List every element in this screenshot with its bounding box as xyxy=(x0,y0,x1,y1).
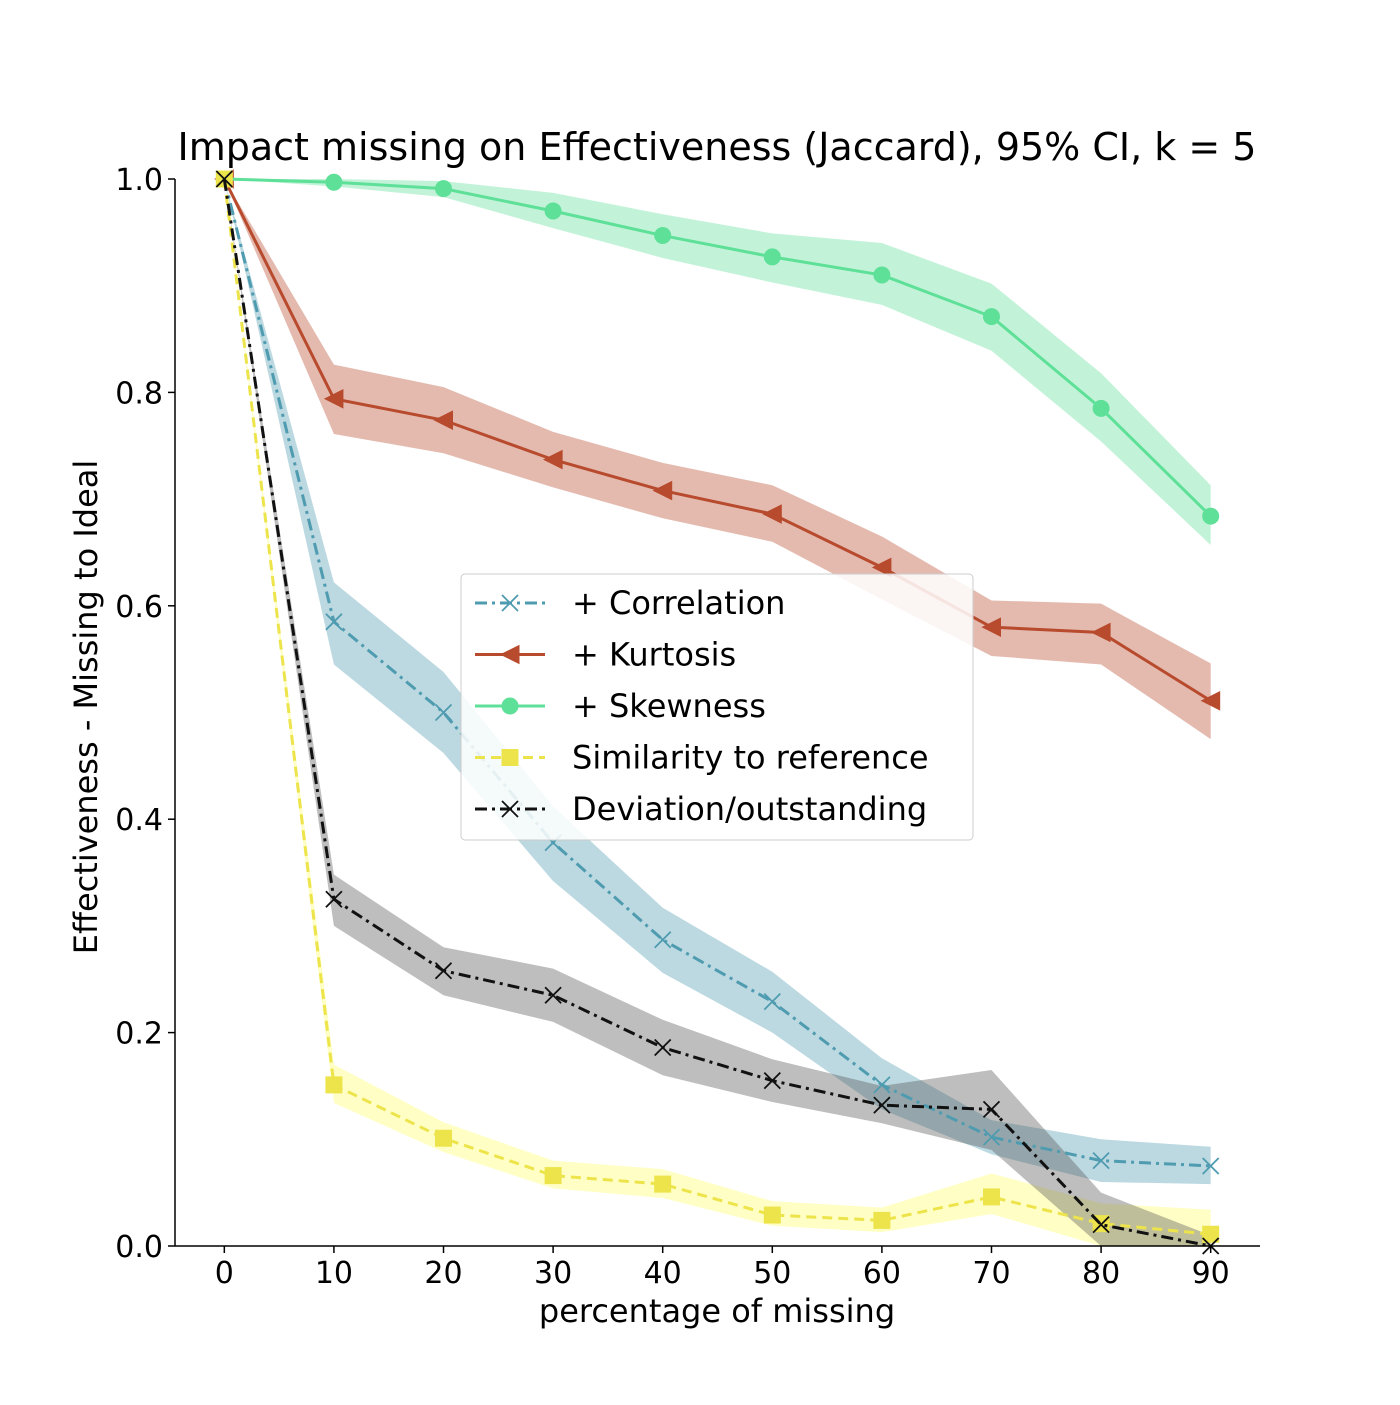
series-line-3 xyxy=(222,178,1211,1236)
data-point-2-9 xyxy=(1202,507,1220,525)
y-tick-label: 0.8 xyxy=(115,376,163,411)
data-point-0-4 xyxy=(654,931,672,949)
data-point-4-1 xyxy=(325,890,343,908)
legend-label: + Skewness xyxy=(572,687,766,725)
data-point-1-7 xyxy=(981,617,1001,637)
x-tick-label: 30 xyxy=(534,1256,572,1291)
data-point-2-5 xyxy=(763,248,781,266)
data-point-3-2 xyxy=(435,1129,453,1147)
data-point-0-9 xyxy=(1202,1157,1220,1175)
data-point-0-6 xyxy=(873,1076,891,1094)
data-point-1-9 xyxy=(1200,690,1221,711)
legend-label: + Kurtosis xyxy=(572,636,736,674)
data-point-1-5 xyxy=(762,504,782,524)
x-tick-label: 50 xyxy=(753,1256,791,1291)
data-point-2-7 xyxy=(982,308,1000,326)
series-line-2 xyxy=(224,177,1212,518)
series-line-0 xyxy=(222,178,1211,1168)
legend-marker-4 xyxy=(501,800,519,818)
data-point-0-5 xyxy=(763,993,781,1011)
data-point-4-2 xyxy=(434,962,453,980)
data-point-4-3 xyxy=(544,986,562,1004)
y-tick-label: 0.6 xyxy=(115,590,163,625)
legend-label: + Correlation xyxy=(572,584,785,622)
data-point-3-6 xyxy=(873,1211,891,1229)
legend-marker-1 xyxy=(499,644,520,665)
data-point-3-9 xyxy=(1202,1225,1220,1243)
legend-box xyxy=(460,573,974,841)
data-point-1-4 xyxy=(652,480,673,501)
x-tick-label: 10 xyxy=(315,1256,353,1291)
data-point-3-1 xyxy=(325,1076,343,1094)
data-point-1-1 xyxy=(323,388,344,409)
x-tick-label: 60 xyxy=(863,1256,901,1291)
data-point-0-2 xyxy=(434,703,453,722)
x-tick-label: 90 xyxy=(1192,1256,1230,1291)
data-point-4-0 xyxy=(215,170,233,188)
legend: + Correlation + Kurtosis + Skewness Similar… xyxy=(460,573,974,841)
data-point-3-5 xyxy=(763,1206,781,1224)
data-point-3-3 xyxy=(544,1167,562,1185)
x-tick-label: 0 xyxy=(215,1256,234,1291)
data-point-4-4 xyxy=(654,1038,672,1057)
data-point-1-8 xyxy=(1090,622,1111,643)
data-point-0-8 xyxy=(1092,1152,1110,1170)
y-tick-label: 0.4 xyxy=(115,803,163,838)
data-point-1-6 xyxy=(871,557,892,578)
data-point-1-3 xyxy=(542,449,563,470)
x-tick-label: 70 xyxy=(972,1256,1010,1291)
data-point-4-5 xyxy=(763,1071,781,1090)
chart-title: Impact missing on Effectiveness (Jaccard… xyxy=(178,125,1257,169)
data-point-0-7 xyxy=(982,1128,1001,1146)
series-line-1 xyxy=(222,178,1212,703)
data-point-2-3 xyxy=(544,202,562,220)
x-axis-title: percentage of missing xyxy=(539,1292,895,1330)
data-point-3-4 xyxy=(654,1175,672,1193)
legend-marker-2 xyxy=(501,697,519,715)
y-axis-title: Effectiveness - Missing to Ideal xyxy=(67,460,105,955)
ci-band-4 xyxy=(224,179,1211,1246)
data-point-2-8 xyxy=(1092,399,1110,417)
data-point-4-7 xyxy=(982,1100,1001,1119)
data-point-4-6 xyxy=(873,1096,891,1114)
data-point-0-1 xyxy=(325,613,343,631)
axes: 0 10 20 30 40 50 60 70 80 90 0.0 0.2 0.4 0.6 0.8 1.0 xyxy=(115,163,1260,1291)
legend-marker-0 xyxy=(501,594,519,612)
legend-marker-3 xyxy=(501,749,519,766)
x-tick-label: 80 xyxy=(1082,1256,1120,1291)
data-point-2-6 xyxy=(873,266,891,284)
data-point-4-8 xyxy=(1092,1216,1110,1234)
data-point-1-2 xyxy=(433,410,454,430)
ci-band-0 xyxy=(224,179,1211,1185)
ci-band-2 xyxy=(224,179,1211,545)
x-tick-label: 20 xyxy=(424,1256,462,1291)
y-tick-label: 0.2 xyxy=(115,1017,163,1052)
y-tick-label: 0.0 xyxy=(115,1230,163,1265)
data-point-2-4 xyxy=(654,227,672,245)
data-point-2-2 xyxy=(435,180,453,198)
series-line-4 xyxy=(222,178,1211,1248)
data-point-3-7 xyxy=(982,1188,1000,1206)
x-tick-label: 40 xyxy=(644,1256,682,1291)
data-point-2-1 xyxy=(325,173,343,191)
legend-label: Similarity to reference xyxy=(572,739,929,777)
legend-label: Deviation/outstanding xyxy=(572,790,927,828)
y-tick-label: 1.0 xyxy=(115,163,163,198)
